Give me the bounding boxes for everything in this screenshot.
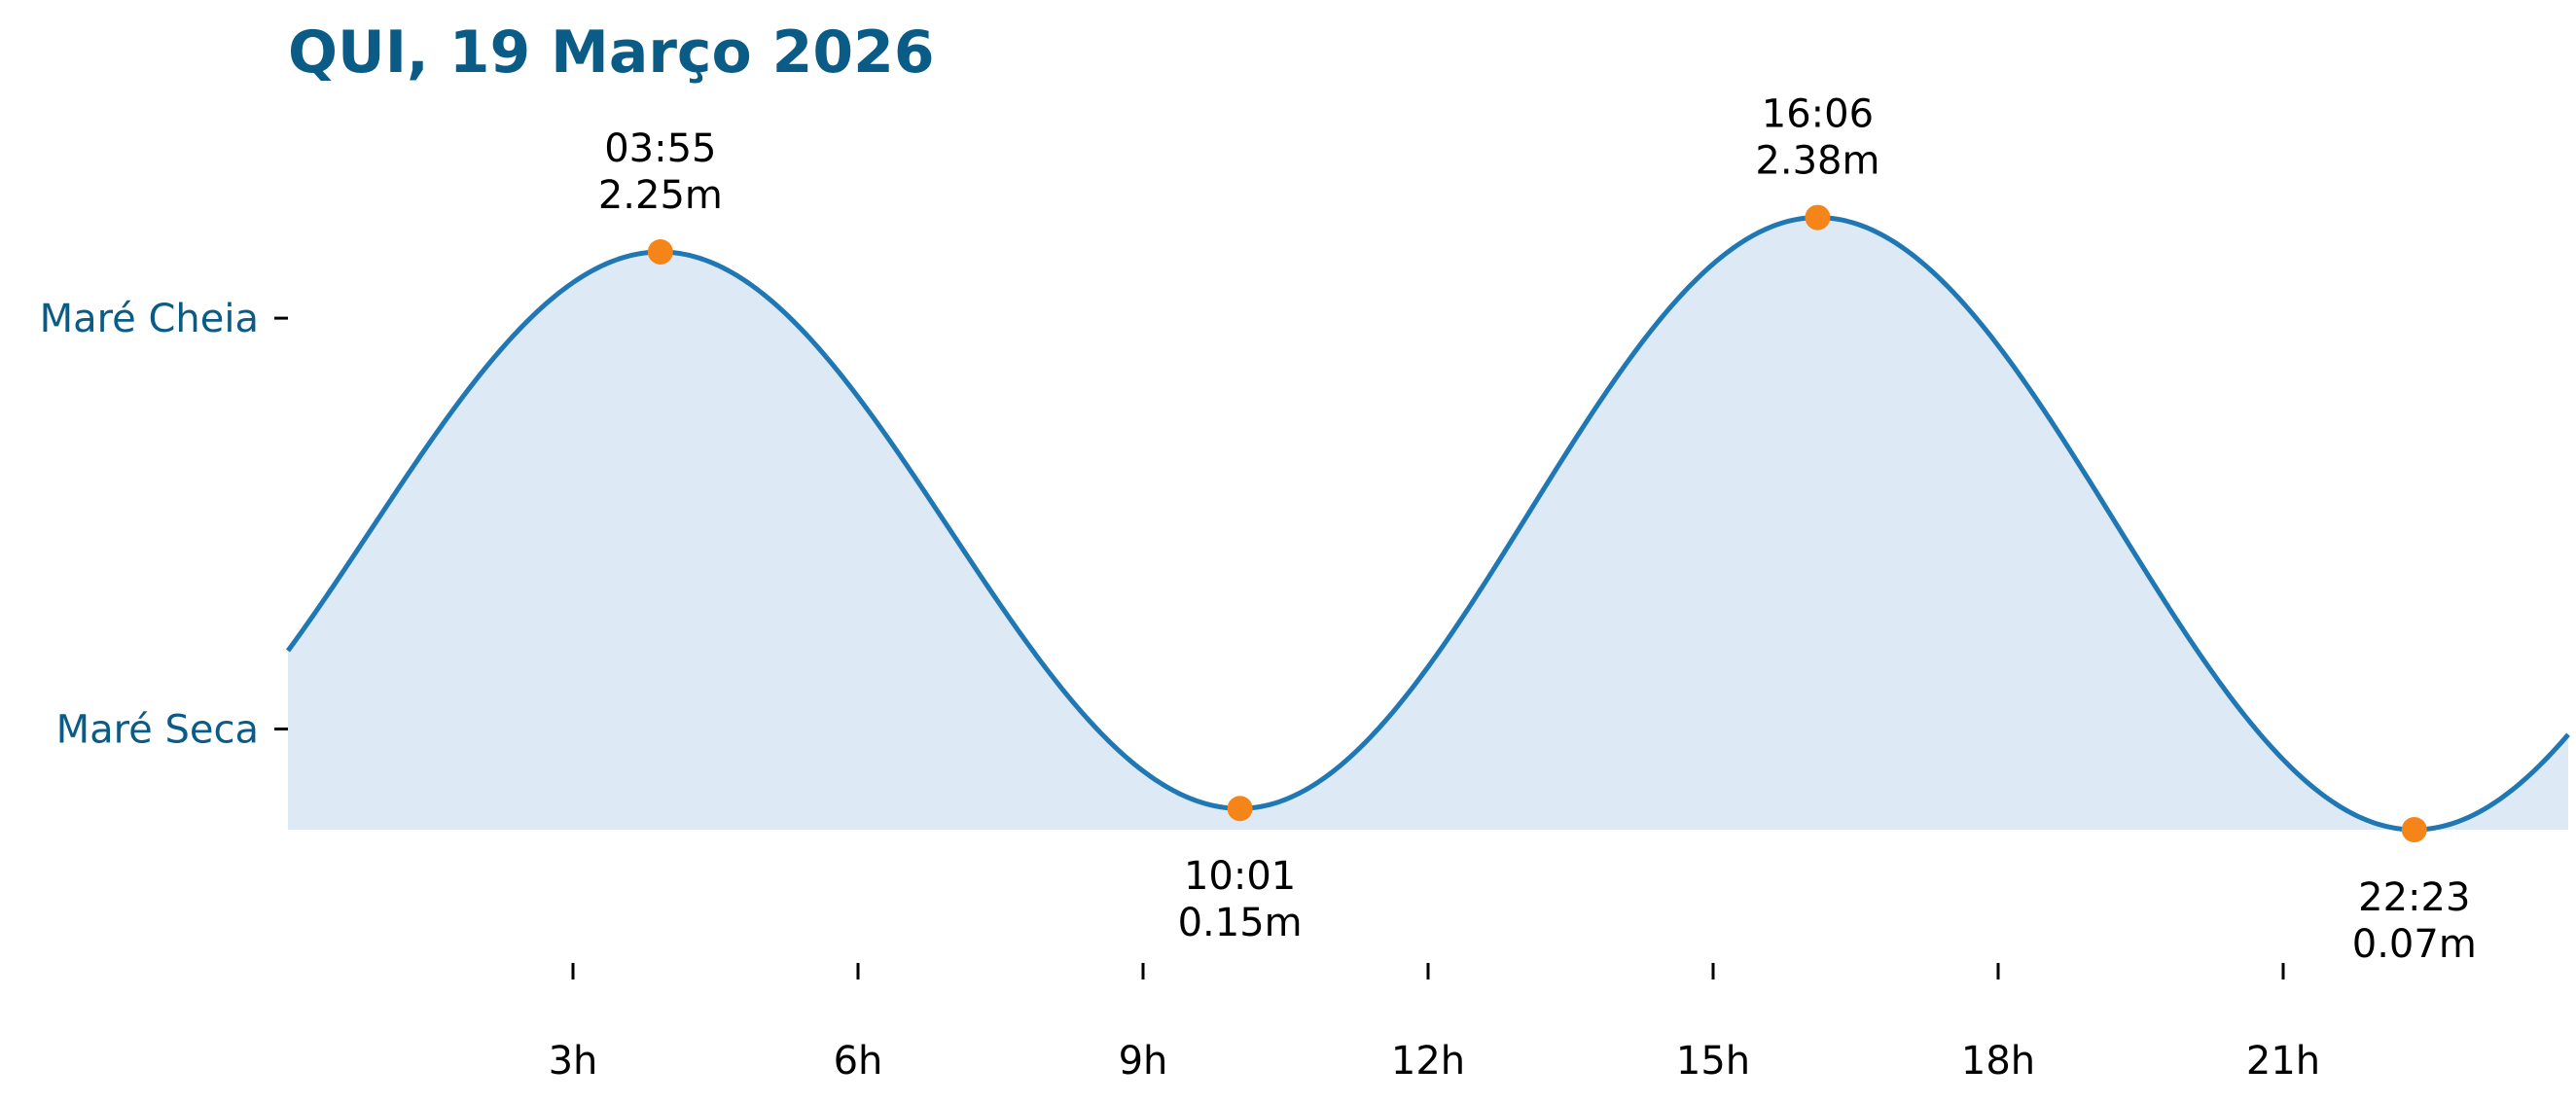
y-axis: Maré Cheia Maré Seca (40, 297, 288, 752)
extreme-time: 10:01 (1184, 854, 1296, 899)
extreme-time: 03:55 (604, 126, 716, 171)
y-tick-label: Maré Cheia (40, 297, 259, 341)
tide-area-layer (288, 217, 2568, 831)
extreme-label-high: 16:06 2.38m (1755, 92, 1879, 184)
x-axis: 3h 6h 9h 12h 15h 18h 21h (549, 963, 2320, 1084)
extreme-height: 2.38m (1755, 139, 1879, 184)
x-tick-label: 9h (1119, 1039, 1168, 1084)
extreme-label-low: 22:23 0.07m (2352, 875, 2477, 967)
extreme-point-high (1805, 204, 1831, 231)
extreme-height: 0.07m (2352, 922, 2477, 967)
extreme-point-low (2401, 817, 2427, 842)
x-tick-label: 3h (549, 1039, 598, 1084)
x-tick-label: 15h (1676, 1039, 1750, 1084)
extreme-point-high (647, 238, 673, 265)
x-tick-label: 12h (1391, 1039, 1465, 1084)
extreme-time: 16:06 (1762, 92, 1874, 137)
chart-title: QUI, 19 Março 2026 (288, 18, 935, 87)
extreme-height: 2.25m (598, 173, 723, 218)
extreme-time: 22:23 (2358, 875, 2470, 920)
tide-area (288, 217, 2568, 831)
extreme-point-low (1227, 796, 1253, 822)
extreme-points-layer (647, 204, 2427, 842)
extreme-height: 0.15m (1178, 901, 1303, 945)
y-tick-label: Maré Seca (56, 707, 259, 752)
extreme-label-high: 03:55 2.25m (598, 126, 723, 218)
extreme-labels-layer: 03:55 2.25m 10:01 0.15m 16:06 2.38m 22:23 0.07m (598, 92, 2477, 967)
extreme-label-low: 10:01 0.15m (1178, 854, 1303, 945)
x-tick-label: 18h (1961, 1039, 2035, 1084)
x-tick-label: 6h (834, 1039, 883, 1084)
x-tick-label: 21h (2246, 1039, 2320, 1084)
